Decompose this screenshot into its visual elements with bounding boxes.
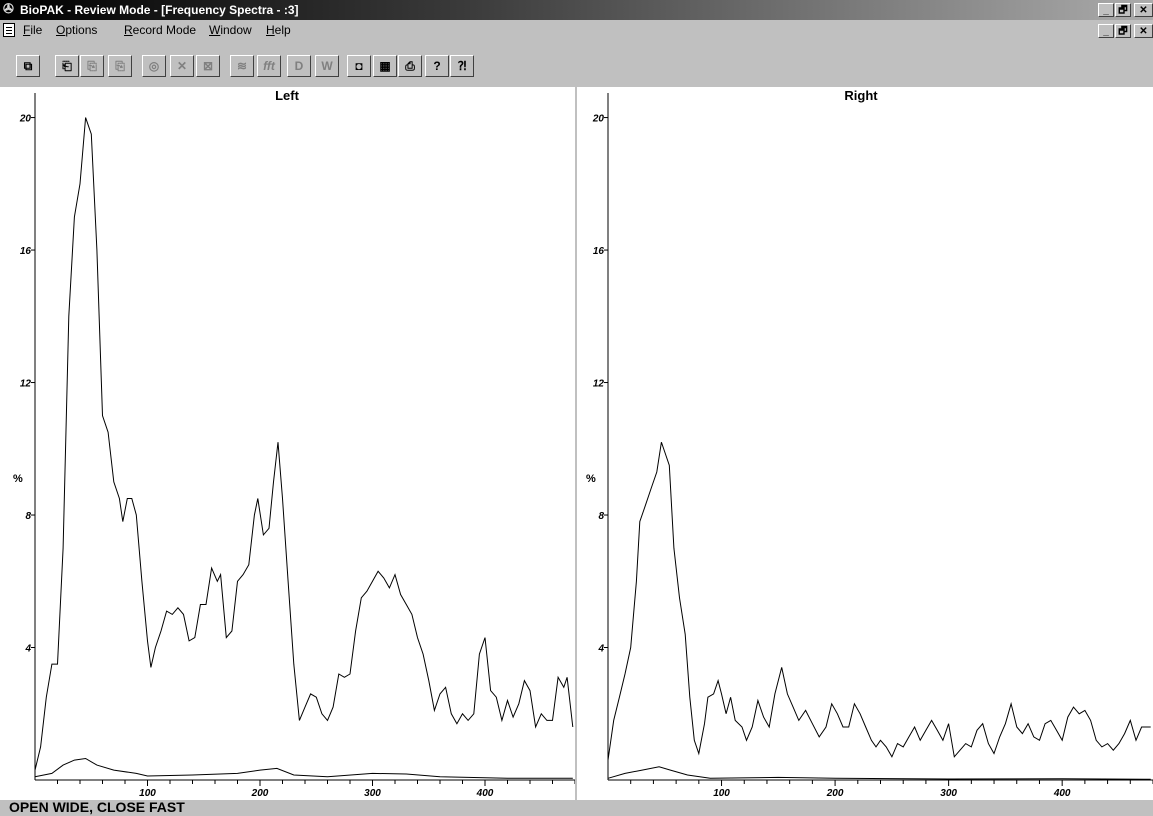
app-icon[interactable]: ✇: [3, 1, 14, 16]
doc-minimize-button[interactable]: _: [1098, 24, 1114, 38]
left-x-tick-label: 200: [251, 788, 269, 799]
right-y-tick-label: 12: [593, 379, 605, 390]
right-spectrum-chart: 100 200 300 400 4 8 12 16 20% Hz Right: [586, 88, 1153, 814]
menu-bar: File Options Record Mode Window Help _ 🗗…: [0, 20, 1153, 42]
left-series-main: [34, 117, 574, 771]
right-y-tick-label: 16: [593, 246, 605, 257]
left-x-tick-label: 100: [139, 788, 156, 799]
left-chart-panel: 100 200 300 400 4 8 12 16 20% Hz Left: [0, 87, 576, 814]
right-x-tick-label: 300: [940, 788, 957, 799]
right-y-tick-label: 8: [598, 511, 604, 522]
right-chart-title: Right: [844, 88, 878, 103]
menu-file[interactable]: File: [23, 23, 43, 37]
help-icon[interactable]: ?: [425, 55, 449, 77]
paste-alt-icon[interactable]: ⎘: [108, 55, 132, 77]
right-series-main: [607, 442, 1151, 761]
left-y-tick-label: 20: [19, 114, 32, 125]
fft-icon[interactable]: fft: [257, 55, 281, 77]
left-series-baseline: [34, 757, 573, 779]
menu-help[interactable]: Help: [266, 23, 291, 37]
right-y-axis-label: %: [586, 473, 596, 485]
scan-icon[interactable]: ◎: [142, 55, 166, 77]
right-x-tick-label: 400: [1053, 788, 1071, 799]
left-y-axis-label: %: [13, 473, 23, 485]
open-file-icon[interactable]: ⎗: [55, 55, 79, 77]
left-y-tick-label: 8: [25, 511, 31, 522]
trial-label: OPEN WIDE, CLOSE FAST: [9, 799, 185, 815]
left-x-tick-label: 400: [476, 788, 494, 799]
doc-restore-button[interactable]: 🗗: [1115, 24, 1131, 38]
left-x-tick-label: 300: [364, 788, 381, 799]
paste-icon[interactable]: ⎘: [80, 55, 104, 77]
right-x-tick-label: 200: [826, 788, 844, 799]
d-icon[interactable]: D: [287, 55, 311, 77]
right-series-baseline: [607, 766, 1151, 780]
left-y-tick-label: 4: [24, 644, 31, 655]
right-x-axis-label: Hz: [1112, 799, 1128, 800]
close-button[interactable]: ✕: [1134, 3, 1153, 17]
doc-close-button[interactable]: ✕: [1134, 24, 1153, 38]
copy-icon[interactable]: ⧉: [16, 55, 40, 77]
right-x-tick-label: 100: [713, 788, 730, 799]
spectrum-icon[interactable]: ≋: [230, 55, 254, 77]
restore-button[interactable]: 🗗: [1115, 3, 1131, 17]
menu-record-mode[interactable]: Record Mode: [124, 23, 197, 37]
title-bar: ✇ BioPAK - Review Mode - [Frequency Spec…: [0, 0, 1153, 20]
calculator-icon[interactable]: ▦: [373, 55, 397, 77]
right-y-tick-label: 4: [597, 644, 604, 655]
toolbar: ⧉ ⎗ ⎘ ⎘ ◎ ✕ ⊠ ≋ fft D W ◘ ▦ ⎙ ? ⁈: [0, 42, 1153, 86]
w-icon[interactable]: W: [315, 55, 339, 77]
print-icon[interactable]: ⎙: [398, 55, 422, 77]
right-chart-panel: 100 200 300 400 4 8 12 16 20% Hz Right: [577, 87, 1153, 814]
left-spectrum-chart: 100 200 300 400 4 8 12 16 20% Hz Left: [13, 88, 576, 814]
left-y-tick-label: 12: [20, 379, 32, 390]
camera-icon[interactable]: ◘: [347, 55, 371, 77]
right-y-tick-label: 20: [592, 114, 605, 125]
close-box-icon[interactable]: ⊠: [196, 55, 220, 77]
left-x-axis-label: Hz: [537, 799, 553, 800]
window-title: BioPAK - Review Mode - [Frequency Spectr…: [20, 3, 299, 17]
left-y-tick-label: 16: [20, 246, 32, 257]
minimize-button[interactable]: _: [1098, 3, 1114, 17]
document-icon[interactable]: [3, 23, 15, 37]
context-help-icon[interactable]: ⁈: [450, 55, 474, 77]
left-chart-title: Left: [275, 88, 300, 103]
menu-options[interactable]: Options: [56, 23, 98, 37]
x-icon[interactable]: ✕: [170, 55, 194, 77]
menu-window[interactable]: Window: [209, 23, 252, 37]
